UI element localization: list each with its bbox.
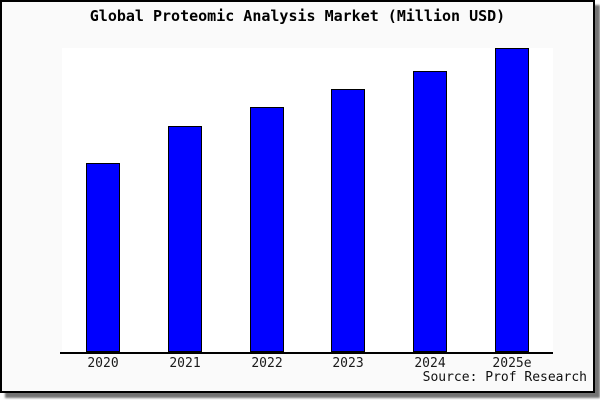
x-axis-line — [60, 352, 553, 354]
x-tick-label-2021: 2021 — [169, 356, 201, 371]
bar-2023 — [331, 89, 365, 352]
bar-2024 — [413, 71, 447, 352]
plot-area — [62, 48, 553, 352]
x-tick-label-2024: 2024 — [414, 356, 446, 371]
bar-2025e — [495, 48, 529, 352]
chart-title: Global Proteomic Analysis Market (Millio… — [89, 7, 506, 25]
bar-2021 — [168, 126, 202, 352]
x-tick-label-2023: 2023 — [332, 356, 364, 371]
x-tick-label-2022: 2022 — [251, 356, 283, 371]
bar-2022 — [250, 107, 284, 352]
bar-2020 — [86, 163, 120, 352]
source-credit: Source: Prof Research — [422, 370, 587, 385]
x-tick-label-2025e: 2025e — [492, 356, 532, 371]
x-tick-label-2020: 2020 — [87, 356, 119, 371]
chart-figure: Global Proteomic Analysis Market (Millio… — [0, 0, 595, 393]
